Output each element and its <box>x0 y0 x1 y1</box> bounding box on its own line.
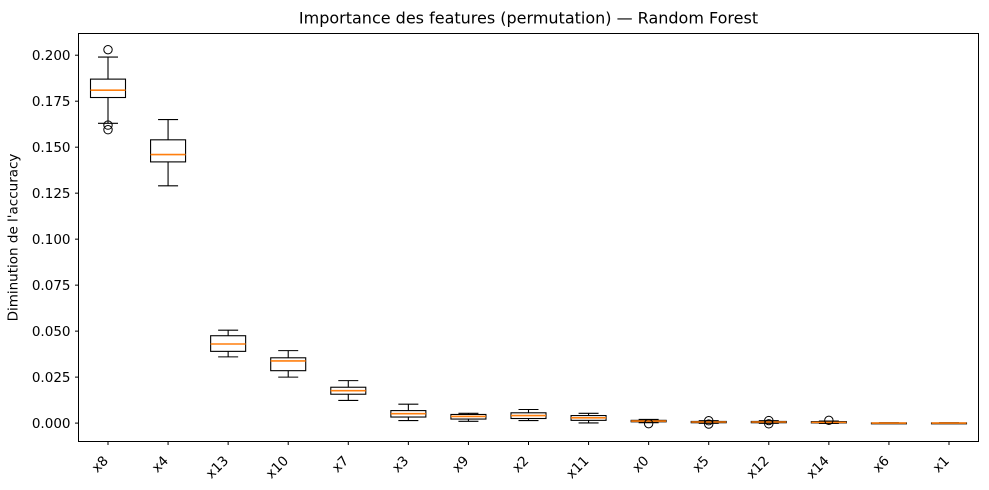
x-tick-label: x9 <box>449 453 472 476</box>
iqr-box <box>89 78 127 99</box>
x-tick-label: x12 <box>744 453 773 482</box>
box-x5 <box>690 416 727 429</box>
iqr-box <box>150 139 187 163</box>
box-x1 <box>930 422 968 425</box>
y-tick-label: 0.125 <box>32 186 71 202</box>
outlier-marker <box>764 415 774 426</box>
x-tick-label: x4 <box>149 453 172 476</box>
x-tick-label: x2 <box>509 453 532 476</box>
box-x11 <box>570 412 607 424</box>
box-x12 <box>750 415 787 429</box>
plot-content: 0.000 0.025 0.050 0.075 0.100 0.125 0.150 0.175… <box>32 44 968 482</box>
outlier-marker <box>643 418 654 429</box>
y-tick-label: 0.200 <box>32 48 71 64</box>
box-x3 <box>390 403 427 422</box>
outlier-marker <box>704 419 714 429</box>
box-x7 <box>330 380 367 402</box>
x-tick-label: x7 <box>329 453 352 476</box>
box-x10 <box>270 350 307 378</box>
x-tick-label: x11 <box>563 453 592 482</box>
y-tick-label: 0.150 <box>32 140 71 156</box>
outlier-marker <box>103 125 113 135</box>
box-x2 <box>510 408 547 422</box>
iqr-box <box>270 357 307 372</box>
box-x6 <box>870 422 907 425</box>
box-x9 <box>450 412 487 422</box>
outlier-marker <box>103 120 113 130</box>
x-tick-label: x8 <box>89 453 112 476</box>
x-tick-label: x10 <box>263 453 292 482</box>
x-tick-label: x1 <box>930 453 953 476</box>
box-x8 <box>89 44 127 135</box>
y-tick-label: 0.100 <box>32 232 71 248</box>
y-tick-label: 0.175 <box>32 94 71 110</box>
x-tick-label: x14 <box>804 453 833 482</box>
x-tick-label: x0 <box>629 453 652 476</box>
x-tick-label: x5 <box>689 453 712 476</box>
y-axis-label: Diminution de l'accuracy <box>6 154 22 322</box>
y-tick-label: 0.050 <box>32 324 71 340</box>
box-x13 <box>210 329 247 358</box>
outlier-marker <box>103 44 113 55</box>
box-x0 <box>630 418 667 429</box>
y-tick-label: 0.025 <box>32 370 71 386</box>
box-x14 <box>810 415 847 426</box>
y-tick-label: 0.000 <box>32 416 71 432</box>
x-tick-label: x6 <box>870 453 893 476</box>
outlier-marker <box>824 415 834 426</box>
y-tick-label: 0.075 <box>32 278 71 294</box>
outlier-marker <box>704 416 714 426</box>
x-tick-label: x13 <box>203 453 232 482</box>
x-tick-label: x3 <box>389 453 412 476</box>
plot-area <box>78 33 979 442</box>
box-x4 <box>150 119 187 187</box>
chart-title: Importance des features (permutation) — … <box>299 9 758 28</box>
outlier-marker <box>764 419 774 429</box>
